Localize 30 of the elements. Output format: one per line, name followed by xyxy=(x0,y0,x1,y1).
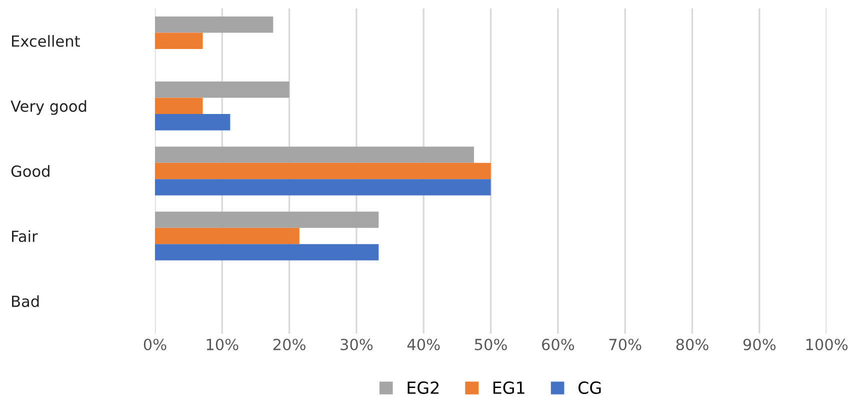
x-tick-label: 50% xyxy=(474,338,507,350)
bar xyxy=(154,228,300,244)
bar xyxy=(154,212,379,228)
x-tick-label: 0% xyxy=(144,338,166,350)
bar xyxy=(154,146,474,163)
y-tick-label: Good xyxy=(11,165,50,177)
bar xyxy=(154,114,230,130)
bar xyxy=(154,98,203,114)
x-tick-label: 60% xyxy=(542,338,574,350)
y-tick-label: Excellent xyxy=(12,35,80,47)
x-tick-label: 20% xyxy=(273,338,306,350)
y-tick-label: Fair xyxy=(12,230,38,242)
bar xyxy=(154,32,203,49)
bar xyxy=(154,162,491,180)
x-tick-label: 80% xyxy=(676,338,708,350)
bar xyxy=(154,179,491,196)
bar xyxy=(154,16,274,33)
y-tick-label: Very good xyxy=(10,100,86,115)
x-tick-label: 30% xyxy=(340,338,373,350)
x-tick-label: 70% xyxy=(609,338,642,350)
bar xyxy=(154,82,290,98)
x-tick-label: 90% xyxy=(743,338,776,350)
legend-label: EG1 xyxy=(493,381,524,394)
x-tick-label: 10% xyxy=(206,338,238,350)
legend-label: CG xyxy=(578,381,601,394)
y-tick-label: Bad xyxy=(12,295,39,308)
x-tick-label: 100% xyxy=(806,338,848,350)
bar xyxy=(154,244,379,260)
legend-label: EG2 xyxy=(408,381,438,394)
x-tick-label: 40% xyxy=(407,338,440,350)
